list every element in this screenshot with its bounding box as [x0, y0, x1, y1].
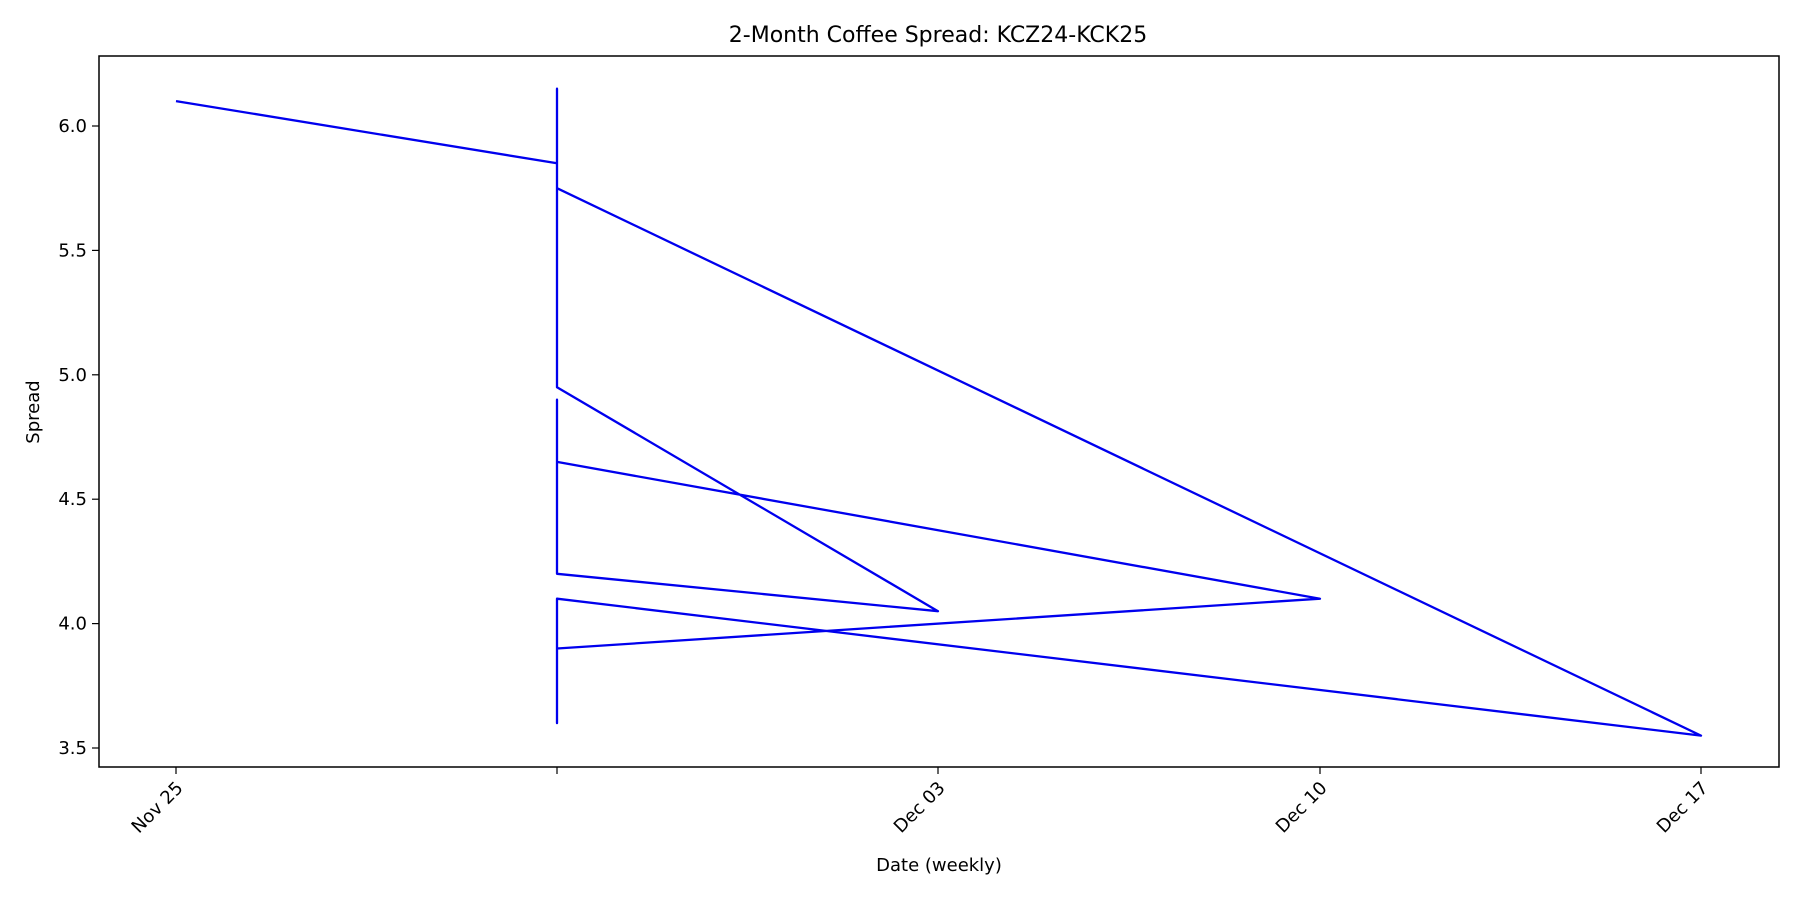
x-tick-label: Dec 17	[1653, 778, 1713, 838]
series-line-0	[175, 87, 1703, 737]
y-tick-label: 3.5	[58, 738, 87, 759]
y-tick-label: 5.5	[58, 240, 87, 261]
y-tick-label: 5.0	[58, 365, 87, 386]
series-layer	[175, 87, 1703, 737]
x-tick-label: Dec 10	[1272, 778, 1332, 838]
y-tick-label: 6.0	[58, 116, 87, 137]
x-tick-label: Dec 03	[890, 778, 950, 838]
y-axis-label: Spread	[23, 380, 44, 443]
x-tick-label: Nov 25	[128, 778, 188, 838]
plot-frame	[98, 55, 1780, 768]
x-axis: Nov 25 Dec 03 Dec 10 Dec 17	[128, 767, 1713, 838]
chart-title: 2-Month Coffee Spread: KCZ24-KCK25	[729, 23, 1147, 48]
y-axis: 3.5 4.0 4.5 5.0 5.5 6.0	[58, 116, 99, 759]
x-axis-label: Date (weekly)	[876, 855, 1002, 876]
y-tick-label: 4.0	[58, 614, 87, 635]
y-tick-label: 4.5	[58, 489, 87, 510]
